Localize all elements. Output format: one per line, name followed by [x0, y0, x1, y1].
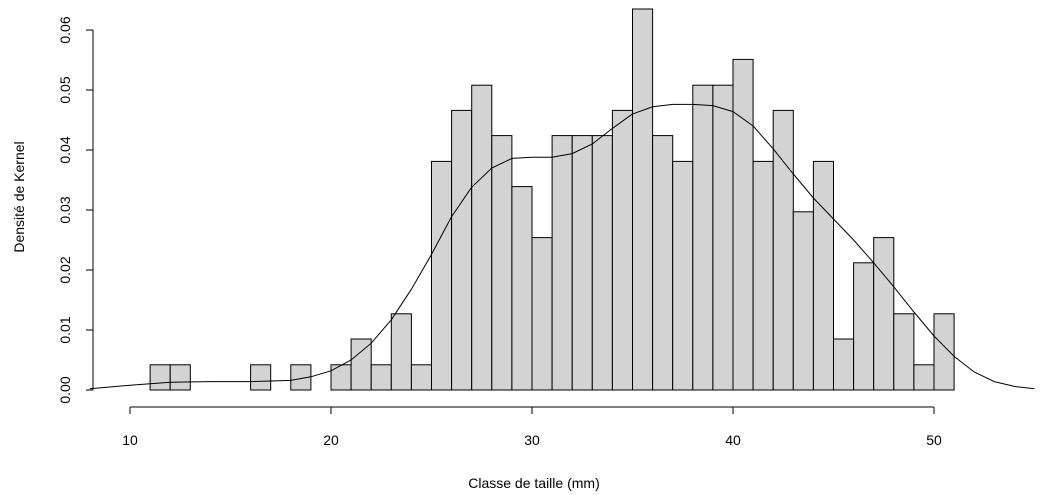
y-tick-label: 0.02 [57, 256, 73, 283]
x-axis: 10 20 30 40 50 [122, 406, 942, 448]
histogram-bar [913, 364, 935, 391]
histogram-bar [531, 237, 553, 391]
histogram-bar [491, 135, 513, 391]
histogram-bar [290, 364, 312, 391]
histogram-bar [732, 58, 754, 391]
histogram-bar [893, 313, 915, 391]
histogram-bar [833, 338, 855, 391]
density-curve [89, 103, 1035, 390]
histogram-bar [853, 262, 875, 391]
histogram-bar [390, 313, 412, 391]
histogram-bar [149, 364, 171, 391]
histogram-bar [933, 313, 955, 391]
histogram-bar [652, 135, 674, 391]
histogram-bar [571, 135, 593, 391]
x-axis-title: Classe de taille (mm) [468, 475, 599, 491]
histogram-bar [752, 160, 774, 391]
histogram-bar [471, 84, 493, 391]
histogram-bar [410, 364, 432, 391]
y-tick-label: 0.05 [57, 76, 73, 103]
y-tick-label: 0.00 [57, 376, 73, 403]
histogram-bar [169, 364, 191, 391]
histogram-bars [149, 8, 955, 391]
y-tick-label: 0.01 [57, 316, 73, 343]
y-axis-title: Densité de Kernel [11, 141, 27, 252]
y-tick-label: 0.06 [57, 16, 73, 43]
y-tick-label: 0.04 [57, 136, 73, 163]
histogram-bar [873, 237, 895, 391]
histogram-bar [511, 186, 533, 391]
histogram-bar [451, 109, 473, 391]
histogram-bar [551, 135, 573, 391]
x-tick-label: 10 [122, 432, 138, 448]
histogram-bar [632, 8, 654, 391]
x-tick-label: 50 [926, 432, 942, 448]
histogram-bar [812, 160, 835, 391]
histogram-bar [370, 364, 392, 391]
histogram-bar [712, 84, 734, 391]
histogram-bar [692, 84, 714, 391]
histogram-bar [250, 364, 272, 391]
x-tick-label: 20 [323, 432, 339, 448]
x-tick-label: 30 [524, 432, 540, 448]
x-tick-label: 40 [725, 432, 741, 448]
histogram-bar [611, 109, 634, 391]
histogram-bar [330, 364, 352, 391]
histogram-bar [350, 338, 372, 391]
y-axis: 0.00 0.01 0.02 0.03 0.04 0.05 0.06 [57, 16, 94, 404]
histogram-bar [792, 211, 814, 391]
histogram-bar [672, 160, 694, 391]
histogram-bar [431, 160, 453, 391]
histogram-bar [591, 135, 613, 391]
y-tick-label: 0.03 [57, 196, 73, 223]
